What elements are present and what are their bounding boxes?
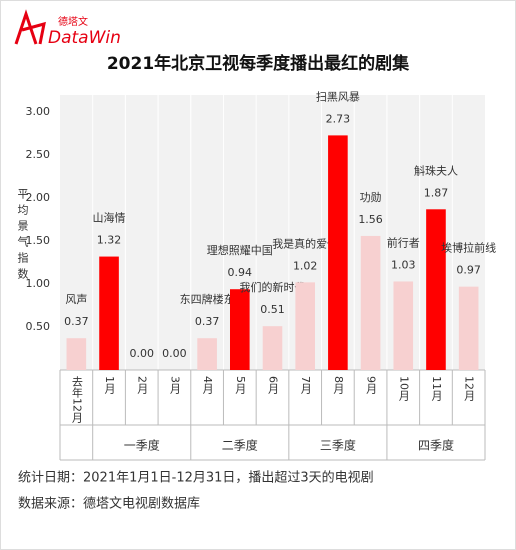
drama-label: 前行者 [387,235,420,249]
bar [393,281,414,370]
bar [295,282,315,370]
x-tick-label: 12月 [463,376,476,401]
bar [328,135,348,370]
drama-label: 山海情 [93,211,126,225]
y-tick-label: 2.50 [26,148,51,161]
value-label: 1.03 [391,258,416,271]
x-tick-label: 11月 [430,376,443,401]
group-label: 一季度 [124,438,160,453]
value-label: 2.73 [326,112,351,125]
y-tick-label: 1.50 [26,234,51,247]
group-label: 四季度 [418,438,454,453]
bar [230,289,250,370]
group-label: 二季度 [222,438,258,453]
bar [360,235,381,370]
drama-label: 我是真的爱你 [272,236,338,250]
plot-area [60,95,485,370]
value-label: 0.00 [129,347,154,360]
value-label: 0.37 [64,315,89,328]
value-label: 0.97 [456,264,481,277]
x-tick-label: 10月 [397,376,410,401]
x-tick-label: 4月 [201,376,214,394]
note: 统计日期：2021年1月1日-12月31日，播出超过3天的电视剧 [18,470,374,486]
bar [197,338,217,370]
logo-en: DataWin [48,28,121,48]
x-tick-label: 1月 [103,376,116,394]
value-label: 0.94 [228,266,253,279]
drama-label: 风声 [65,292,87,306]
value-label: 0.00 [162,347,187,360]
y-tick-label: 1.00 [26,277,51,290]
value-label: 1.87 [424,186,449,199]
x-tick-label: 2月 [136,376,149,394]
drama-label: 扫黑风暴 [316,90,360,103]
y-axis-label: 平均景气指数 [16,188,29,284]
x-tick-label: 7月 [299,376,312,394]
drama-label: 东四牌楼东 [180,292,235,306]
x-tick-label: 3月 [168,376,181,394]
x-tick-label: 9月 [365,376,378,394]
drama-label: 斛珠夫人 [414,163,458,177]
logo-cn: 德塔文 [58,15,88,28]
chart-title: 2021年北京卫视每季度播出最红的剧集 [107,53,410,74]
value-label: 0.51 [260,303,285,316]
x-tick-label: 5月 [234,376,247,394]
group-label: 三季度 [320,438,356,453]
drama-label: 我们的新时代 [240,280,306,294]
value-label: 0.37 [195,315,220,328]
note: 数据来源：德塔文电视剧数据库 [18,496,200,512]
drama-label: 功勋 [360,190,382,204]
y-tick-label: 3.00 [26,105,51,118]
drama-label: 理想照耀中国 [207,243,273,257]
value-label: 1.32 [97,234,122,247]
x-tick-label: 6月 [267,376,280,394]
bar [99,256,119,370]
x-tick-label: 去年12月 [70,376,83,423]
bar [458,286,479,370]
logo-icon [14,9,46,45]
value-label: 1.02 [293,259,318,272]
y-tick-label: 0.50 [26,320,51,333]
bar [426,209,446,370]
y-tick-label: 2.00 [26,191,51,204]
bar [262,326,283,370]
x-tick-label: 8月 [332,376,345,394]
bar [66,338,87,370]
value-label: 1.56 [358,213,383,226]
drama-label: 埃博拉前线 [441,241,496,255]
